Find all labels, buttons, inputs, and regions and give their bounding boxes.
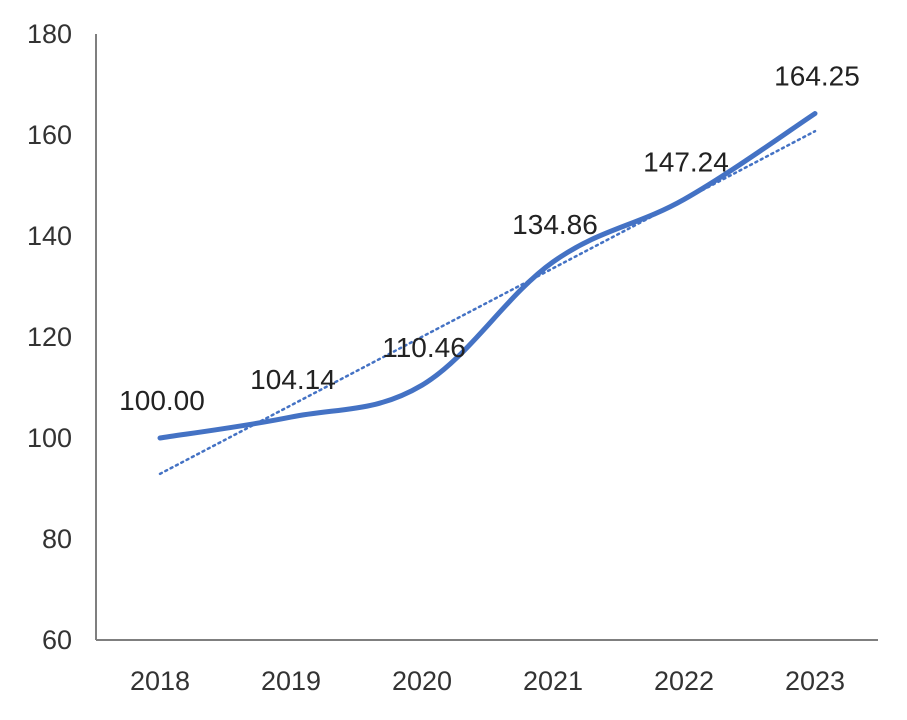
axes: [95, 34, 878, 641]
trendline-layer: [158, 129, 817, 476]
y-tick-label: 180: [27, 19, 72, 49]
y-tick-label: 160: [27, 120, 72, 150]
x-tick-label: 2023: [785, 666, 845, 696]
data-label: 147.24: [643, 146, 729, 177]
y-axis-tick-labels: 60 80 100 120 140 160 180: [27, 19, 72, 655]
y-tick-label: 100: [27, 423, 72, 453]
x-axis-tick-labels: 2018 2019 2020 2021 2022 2023: [130, 666, 845, 696]
data-labels: 100.00 104.14 110.46 134.86 147.24 164.25: [119, 61, 860, 416]
x-tick-label: 2022: [654, 666, 714, 696]
data-label: 134.86: [512, 209, 598, 240]
series-line: [157, 111, 818, 441]
data-label: 110.46: [382, 332, 466, 363]
y-tick-label: 140: [27, 221, 72, 251]
data-label: 100.00: [119, 385, 205, 416]
trendline: [158, 129, 817, 476]
series-layer: [157, 111, 818, 441]
y-tick-label: 120: [27, 322, 72, 352]
data-label: 104.14: [250, 364, 336, 395]
y-tick-label: 80: [42, 524, 72, 554]
x-tick-label: 2018: [130, 666, 190, 696]
data-label: 164.25: [774, 61, 860, 92]
y-tick-label: 60: [42, 625, 72, 655]
x-tick-label: 2019: [261, 666, 321, 696]
x-tick-label: 2021: [523, 666, 583, 696]
x-tick-label: 2020: [392, 666, 452, 696]
